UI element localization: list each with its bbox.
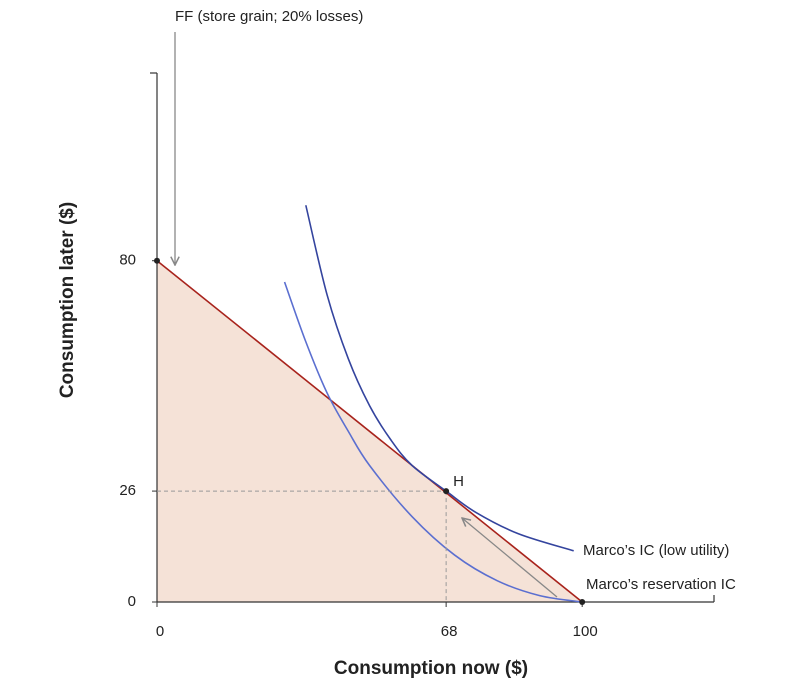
point [154,257,160,264]
series-line [156,260,583,603]
y-tick-label: 0 [128,593,136,610]
x-tick-label: 100 [573,623,598,640]
series-label: Marco’s reservation IC [586,576,736,593]
y-tick-label: 26 [119,482,136,499]
x-tick-label: 68 [441,623,458,640]
y-axis-title: Consumption later ($) [57,202,78,398]
series-line [305,205,574,552]
x-tick-label: 0 [156,623,164,640]
x-axis-title: Consumption now ($) [334,658,528,679]
series-label: FF (store grain; 20% losses) [175,8,363,25]
move-arrow [462,518,558,598]
y-tick-label: 80 [119,252,136,269]
series-label: Marco’s IC (low utility) [583,542,729,559]
point [443,488,450,495]
point [579,599,586,605]
point-label: H [453,473,464,490]
